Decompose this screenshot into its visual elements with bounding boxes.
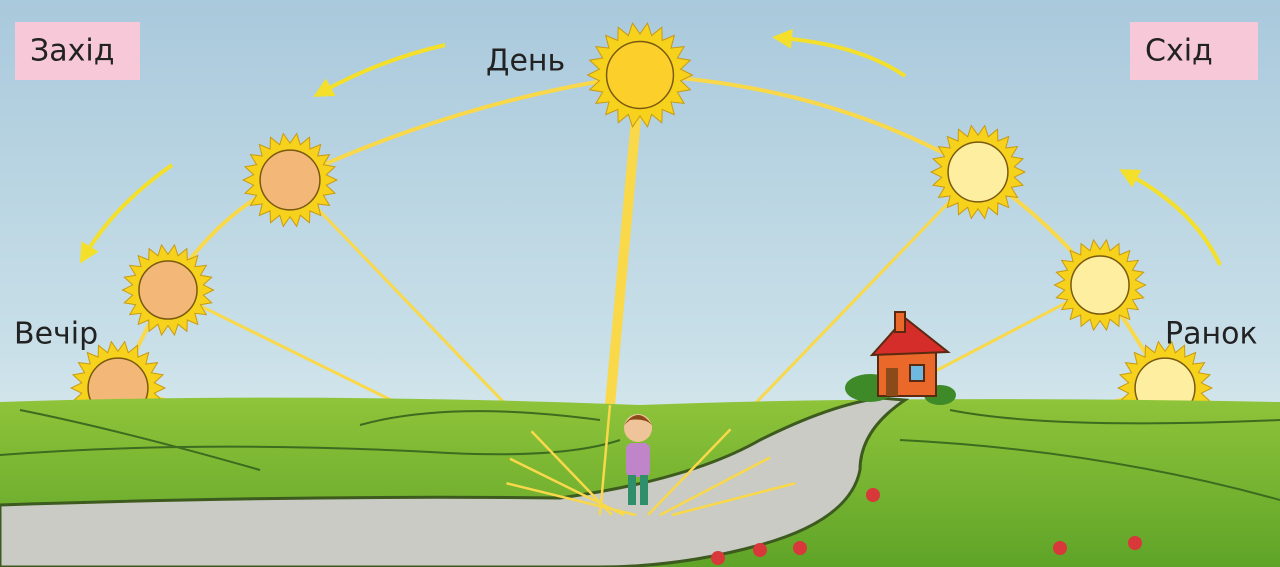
label-box (15, 22, 140, 80)
sun-disk (259, 149, 321, 211)
suns (69, 21, 1214, 436)
ray (509, 457, 625, 517)
hill-lines (0, 409, 1280, 501)
ray (671, 482, 796, 517)
child (624, 414, 652, 505)
arrows (79, 28, 1222, 266)
ray (659, 456, 771, 517)
label-day: День (486, 44, 565, 79)
label-west: Захід (30, 34, 114, 69)
label-box (1130, 22, 1258, 80)
sun-rays-ground (506, 404, 796, 517)
label-east: Схід (1145, 34, 1213, 69)
sun-disk (1070, 255, 1130, 315)
sun-disk (947, 141, 1009, 203)
ray (506, 482, 637, 517)
flowers (711, 488, 1142, 565)
label-morning: Ранок (1165, 317, 1258, 352)
sun-disk (605, 40, 675, 110)
label-evening: Вечір (14, 317, 98, 352)
sun-disk (138, 260, 198, 320)
ray (598, 404, 612, 516)
ray (530, 430, 613, 516)
ray (647, 428, 732, 516)
house (845, 311, 956, 405)
